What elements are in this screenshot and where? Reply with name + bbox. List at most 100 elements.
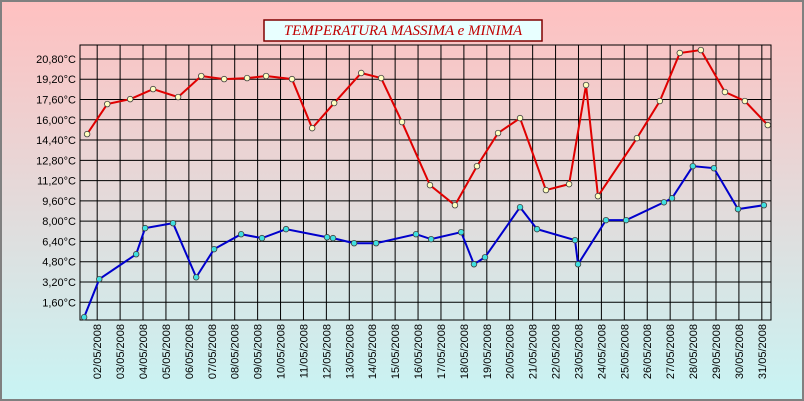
point <box>516 114 524 122</box>
x-tick-label: 12/05/2008 <box>321 324 333 379</box>
point <box>565 180 573 188</box>
y-tick-label: 11,20°C <box>37 176 76 188</box>
y-tick-label: 3,20°C <box>42 277 76 289</box>
y-tick-label: 17,60°C <box>36 94 76 106</box>
x-tick-label: 09/05/2008 <box>253 324 265 379</box>
y-tick-label: 9,60°C <box>42 196 76 208</box>
x-tick-label: 26/05/2008 <box>642 324 654 379</box>
point <box>132 251 140 258</box>
point <box>377 74 385 82</box>
grid: 1,60°C 3,20°C 4,80°C 6,40°C 8,00°C 9,60°C 11,2… <box>36 44 772 379</box>
y-tick-label: 16,00°C <box>36 115 76 127</box>
title-box <box>263 19 543 42</box>
point <box>697 46 705 54</box>
x-tick-label: 15/05/2008 <box>390 324 402 379</box>
x-tick-label: 07/05/2008 <box>207 324 219 379</box>
x-tick-label: 25/05/2008 <box>619 324 631 379</box>
point <box>427 235 435 243</box>
plot-area <box>79 44 772 321</box>
marks <box>80 46 771 321</box>
point <box>676 49 683 57</box>
x-tick-label: 11/05/2008 <box>298 324 310 378</box>
point <box>594 192 602 200</box>
y-tick-label: 8,00°C <box>42 216 76 228</box>
point <box>602 216 610 224</box>
point <box>494 129 502 137</box>
point <box>262 72 270 80</box>
x-tick-label: 30/05/2008 <box>734 324 746 379</box>
x-tick-label: 05/05/2008 <box>161 324 173 379</box>
point <box>358 69 365 77</box>
point <box>473 162 481 170</box>
y-tick-label: 20,80°C <box>36 54 76 66</box>
point <box>451 201 459 209</box>
point <box>220 75 228 83</box>
point <box>323 234 331 241</box>
point <box>574 261 582 268</box>
x-tick-label: 22/05/2008 <box>551 324 563 379</box>
point <box>126 95 134 103</box>
point <box>582 81 590 89</box>
x-tick-label: 14/05/2008 <box>367 324 379 379</box>
point <box>633 134 641 142</box>
point <box>470 261 478 268</box>
point <box>412 231 420 238</box>
point <box>243 74 251 82</box>
point <box>174 93 182 101</box>
x-tick-label: 06/05/2008 <box>184 324 196 379</box>
point <box>764 121 771 129</box>
x-tick-label: 23/05/2008 <box>573 324 585 379</box>
point <box>210 245 218 253</box>
x-tick-label: 08/05/2008 <box>230 324 242 379</box>
point <box>622 216 630 224</box>
point <box>660 199 668 206</box>
point <box>734 205 742 213</box>
point <box>372 240 380 247</box>
x-tick-label: 18/05/2008 <box>459 324 471 379</box>
point <box>83 130 91 138</box>
x-tick-label: 21/05/2008 <box>528 324 540 379</box>
point <box>481 254 489 261</box>
point <box>689 162 697 170</box>
point <box>350 240 358 247</box>
point <box>149 85 157 93</box>
point <box>533 225 541 233</box>
point <box>668 195 676 202</box>
point <box>104 100 111 108</box>
point <box>258 234 266 242</box>
point <box>710 164 718 172</box>
x-tick-label: 27/05/2008 <box>665 324 677 379</box>
point <box>288 75 296 83</box>
point <box>721 88 729 96</box>
x-tick-label: 17/05/2008 <box>436 324 448 379</box>
x-tick-label: 20/05/2008 <box>505 324 517 379</box>
x-tick-label: 28/05/2008 <box>688 324 700 379</box>
x-tick-label: 10/05/2008 <box>276 324 288 379</box>
y-tick-label: 19,20°C <box>36 74 76 86</box>
chart-title: TEMPERATURA MASSIMA e MINIMA <box>284 23 523 39</box>
point <box>426 181 434 189</box>
point <box>169 219 177 227</box>
x-tick-label: 16/05/2008 <box>413 324 425 379</box>
y-tick-label: 4,80°C <box>42 257 76 269</box>
point <box>330 99 338 107</box>
x-tick-label: 31/05/2008 <box>757 324 769 379</box>
y-tick-label: 12,80°C <box>36 155 76 167</box>
point <box>96 275 103 283</box>
point <box>542 186 550 194</box>
point <box>329 234 337 242</box>
y-tick-label: 1,60°C <box>42 297 76 309</box>
point <box>141 224 149 232</box>
point <box>571 236 579 244</box>
x-tick-label: 02/05/2008 <box>92 324 104 379</box>
point <box>192 274 200 281</box>
point <box>198 72 205 80</box>
x-tick-label: 04/05/2008 <box>138 324 150 379</box>
point <box>516 204 524 211</box>
y-tick-label: 6,40°C <box>42 236 76 248</box>
point <box>760 201 768 209</box>
x-tick-label: 13/05/2008 <box>344 324 356 379</box>
